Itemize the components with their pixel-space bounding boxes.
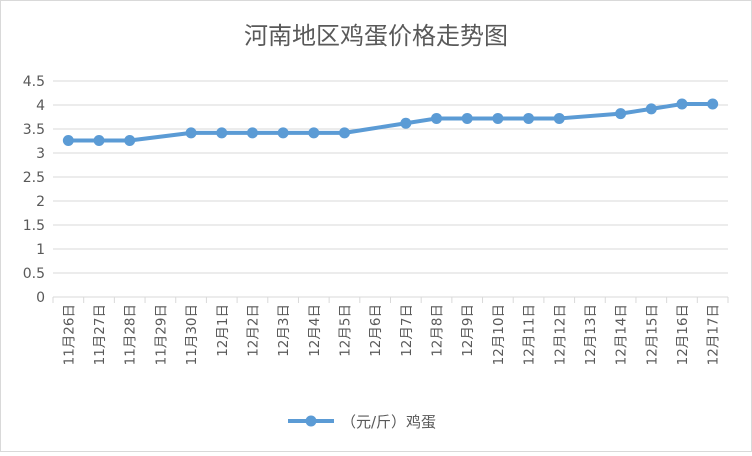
legend: （元/斤）鸡蛋 [288,413,436,431]
y-tick-label: 2.5 [23,170,45,186]
data-point [185,127,197,139]
y-tick-label: 0 [36,290,45,306]
x-tick-label: 11月30日 [184,304,200,365]
x-tick-label: 12月8日 [430,304,446,357]
x-tick-label: 12月6日 [368,304,384,357]
data-point [523,112,535,124]
data-point [246,127,258,139]
data-point [338,127,350,139]
data-point [124,135,136,147]
y-tick-label: 1 [36,242,45,258]
data-point [553,112,565,124]
data-point [431,112,443,124]
x-tick-label: 12月17日 [706,304,722,365]
data-point [461,112,473,124]
x-tick-label: 11月26日 [61,304,77,365]
x-tick-label: 11月28日 [123,304,139,365]
y-tick-label: 4 [36,98,45,114]
data-point [645,103,657,115]
data-point [676,98,688,110]
data-point [400,117,412,129]
x-tick-label: 12月12日 [552,304,568,365]
x-tick-label: 12月3日 [276,304,292,357]
y-tick-label: 2 [36,194,45,210]
x-tick-label: 12月13日 [583,304,599,365]
data-point [707,98,719,110]
y-tick-label: 3 [36,146,45,162]
data-point [492,112,504,124]
y-tick-label: 0.5 [23,266,45,282]
y-tick-label: 4.5 [23,74,45,90]
legend-swatch-marker [305,415,317,427]
data-point [216,127,228,139]
x-tick-label: 12月16日 [675,304,691,365]
data-point [93,135,105,147]
x-tick-label: 12月15日 [644,304,660,365]
data-point [62,135,74,147]
x-tick-label: 12月7日 [399,304,415,357]
data-point [615,108,627,120]
x-tick-label: 12月1日 [215,304,231,357]
data-point [308,127,320,139]
data-point [277,127,289,139]
legend-label: （元/斤）鸡蛋 [341,413,436,431]
x-tick-label: 12月11日 [522,304,538,365]
x-tick-label: 11月29日 [153,304,169,365]
y-tick-label: 1.5 [23,218,45,234]
x-tick-label: 11月27日 [92,304,108,365]
x-tick-label: 12月2日 [245,304,261,357]
y-tick-label: 3.5 [23,122,45,138]
x-tick-label: 12月5日 [337,304,353,357]
axes: 0 0.5 1 1.5 2 2.5 3 3.5 4 4.5 11月26日 11月27日 11月28日 11… [23,74,729,365]
series-line [68,102,713,143]
series-eggs [62,98,719,147]
chart-title: 河南地区鸡蛋价格走势图 [244,22,508,50]
x-tick-label: 12月14日 [614,304,630,365]
x-tick-label: 12月10日 [491,304,507,365]
gridlines [53,80,728,274]
x-tick-label: 12月4日 [307,304,323,357]
x-tick-label: 12月9日 [460,304,476,357]
